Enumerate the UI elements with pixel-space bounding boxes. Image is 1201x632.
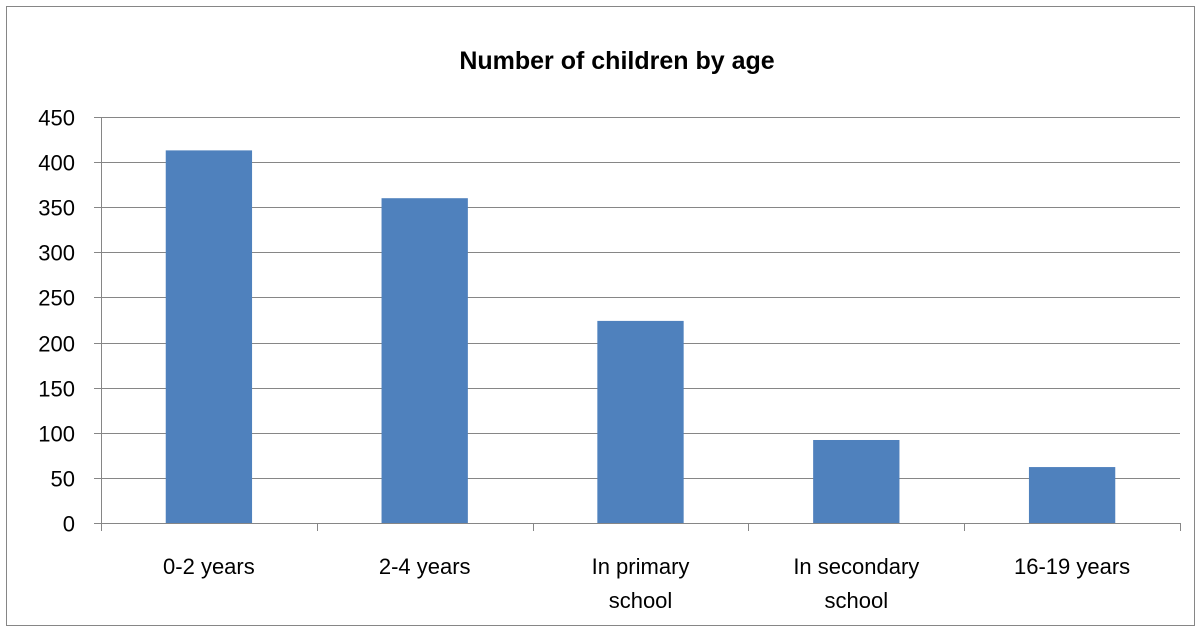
bar — [165, 150, 253, 524]
x-category-label: In secondary — [793, 554, 919, 579]
chart-title: Number of children by age — [459, 47, 774, 75]
y-tick-label: 400 — [38, 151, 75, 176]
y-tick-label: 100 — [38, 422, 75, 447]
y-tick-label: 200 — [38, 332, 75, 357]
bar — [597, 320, 684, 523]
x-category-label: 16-19 years — [1014, 554, 1130, 579]
y-tick-label: 450 — [38, 106, 75, 131]
bar — [381, 198, 468, 523]
bar — [1028, 467, 1116, 523]
y-tick-label: 150 — [38, 377, 75, 402]
bars — [165, 150, 1116, 524]
y-tick-label: 300 — [38, 241, 75, 266]
y-tick-label: 350 — [38, 196, 75, 221]
x-category-label: school — [609, 588, 673, 613]
y-tick-label: 250 — [38, 286, 75, 311]
bar — [813, 439, 900, 523]
y-tick-label: 0 — [63, 512, 75, 537]
x-category-label: school — [825, 588, 889, 613]
x-category-labels: 0-2 years 2-4 years In primary school In sec… — [163, 554, 1130, 613]
x-category-label: In primary — [592, 554, 690, 579]
y-tick-label: 50 — [51, 467, 75, 492]
x-category-label: 2-4 years — [379, 554, 471, 579]
gridlines — [101, 117, 1180, 479]
axes — [101, 117, 1181, 531]
x-category-label: 0-2 years — [163, 554, 255, 579]
y-tick-labels: 0 50 100 150 200 250 300 350 400 450 — [38, 106, 101, 537]
